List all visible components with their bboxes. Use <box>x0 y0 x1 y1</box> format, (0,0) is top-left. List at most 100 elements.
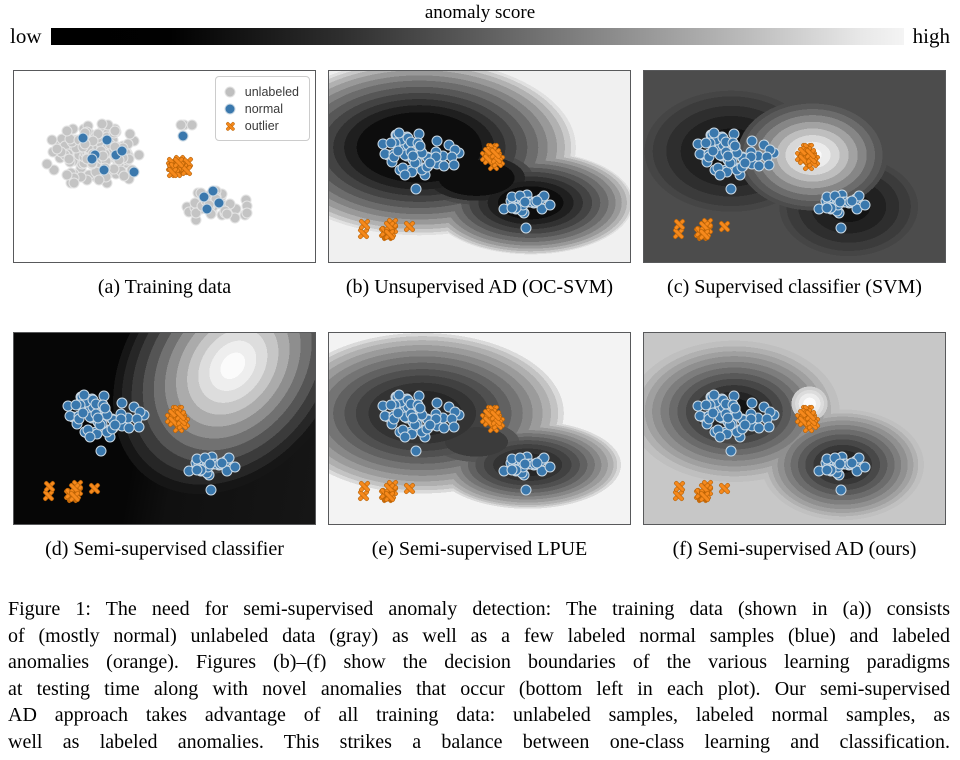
novel-anomaly-point <box>404 221 415 232</box>
legend-item-unlabeled: unlabeled <box>224 83 299 100</box>
normal-point <box>424 419 436 431</box>
normal-point <box>722 150 734 162</box>
unlabeled-point <box>63 153 75 165</box>
normal-point <box>544 461 556 473</box>
normal-point <box>431 397 442 409</box>
normal-point <box>399 169 411 180</box>
panel-c-caption: (c) Supervised classifier (SVM) <box>667 276 922 298</box>
unlabeled-point <box>96 118 108 130</box>
normal-point <box>385 137 397 149</box>
normal-point <box>520 484 532 496</box>
panel-a-caption: (a) Training data <box>97 276 232 298</box>
novel-anomaly-point <box>384 491 395 502</box>
caption-line: AD approach takes advantage of all train… <box>8 704 950 726</box>
normal-point <box>859 461 871 473</box>
known-anomaly-point <box>805 410 816 421</box>
labeled-normal-point <box>207 185 219 197</box>
normal-point <box>519 458 531 470</box>
unlabeled-point <box>241 207 253 219</box>
legend-label: normal <box>244 101 283 116</box>
panel-b-caption: (b) Unsupervised AD (OC-SVM) <box>345 276 614 298</box>
normal-point <box>739 419 751 431</box>
unlabeled-point <box>48 164 60 176</box>
normal-point <box>84 431 96 442</box>
normal-point <box>414 140 426 152</box>
unlabeled-point <box>221 208 233 220</box>
normal-point <box>407 412 419 424</box>
unlabeled-point <box>68 177 80 189</box>
colorbar-high-label: high <box>912 24 950 48</box>
caption-line: Figure 1: The need for semi-supervised a… <box>8 598 950 620</box>
plot-lpue <box>328 332 631 525</box>
unlabeled-dot-icon <box>224 86 236 97</box>
unlabeled-point <box>186 119 198 131</box>
normal-point <box>116 397 127 409</box>
normal-point <box>191 464 203 476</box>
panel-e-caption: (e) Semi-supervised LPUE <box>371 538 588 560</box>
unlabeled-point <box>61 169 73 181</box>
normal-point <box>725 183 737 195</box>
panel-f: (f) Semi-supervised AD (ours) <box>643 332 946 560</box>
legend-item-outlier: outlier <box>225 117 299 134</box>
normal-point <box>448 421 460 433</box>
normal-point <box>95 445 107 457</box>
labeled-normal-point <box>98 164 110 176</box>
normal-point <box>531 457 543 469</box>
panel-d: (d) Semi-supervised classifier <box>13 332 316 560</box>
plot-training-data: unlabeled normal outlier <box>13 70 316 263</box>
labeled-normal-point <box>86 153 98 165</box>
legend-item-normal: normal <box>224 100 299 117</box>
novel-anomaly-point <box>359 219 370 230</box>
labeled-normal-point <box>177 130 189 142</box>
normal-point <box>714 169 726 180</box>
normal-point <box>424 157 436 169</box>
normal-point <box>385 399 397 411</box>
normal-point <box>519 196 531 208</box>
legend-label: outlier <box>244 118 279 133</box>
unlabeled-point <box>109 125 121 137</box>
labeled-normal-point <box>213 197 225 209</box>
normal-point <box>821 464 833 476</box>
panel-c: (c) Supervised classifier (SVM) <box>643 70 946 298</box>
known-anomaly-point <box>490 410 501 421</box>
unlabeled-point <box>51 143 63 155</box>
unlabeled-point <box>133 149 145 161</box>
labeled-normal-point <box>101 134 113 146</box>
panel-f-caption: (f) Semi-supervised AD (ours) <box>672 538 917 560</box>
caption-line: of (mostly normal) unlabeled data (gray)… <box>8 624 950 647</box>
normal-point <box>431 135 442 147</box>
plot-semisupervised-classifier <box>13 332 316 525</box>
labeled-normal-point <box>77 132 89 144</box>
normal-point <box>414 402 426 414</box>
normal-point <box>763 159 775 171</box>
novel-anomaly-point <box>699 491 710 502</box>
caption-line: at testing time along with novel anomali… <box>8 677 950 700</box>
labeled-normal-point <box>198 191 210 203</box>
normal-point <box>216 457 228 469</box>
caption-line: anomalies (orange). Figures (b)–(f) show… <box>8 651 950 673</box>
known-anomaly-point <box>490 148 501 159</box>
unlabeled-point <box>175 119 187 131</box>
unlabeled-point <box>61 125 73 137</box>
unlabeled-point <box>41 158 53 170</box>
normal-point <box>835 484 847 496</box>
normal-point <box>746 135 757 147</box>
normal-point <box>707 407 719 419</box>
labeled-normal-point <box>116 145 128 157</box>
normal-point <box>746 397 757 409</box>
normal-point <box>846 195 858 207</box>
panel-a: unlabeled normal outlier (a) Training da… <box>13 70 316 298</box>
labeled-outlier-point <box>167 167 178 178</box>
normal-point <box>506 202 518 214</box>
normal-point <box>714 431 726 442</box>
normal-point <box>407 150 419 162</box>
panel-e: (e) Semi-supervised LPUE <box>328 332 631 560</box>
normal-point <box>531 195 543 207</box>
panel-b: (b) Unsupervised AD (OC-SVM) <box>328 70 631 298</box>
figure-grid: unlabeled normal outlier (a) Training da… <box>0 70 960 560</box>
known-anomaly-point <box>805 148 816 159</box>
normal-point <box>739 157 751 169</box>
normal-point <box>834 196 846 208</box>
figure-caption: Figure 1: The need for semi-supervised a… <box>8 596 950 755</box>
normal-point <box>99 402 111 414</box>
